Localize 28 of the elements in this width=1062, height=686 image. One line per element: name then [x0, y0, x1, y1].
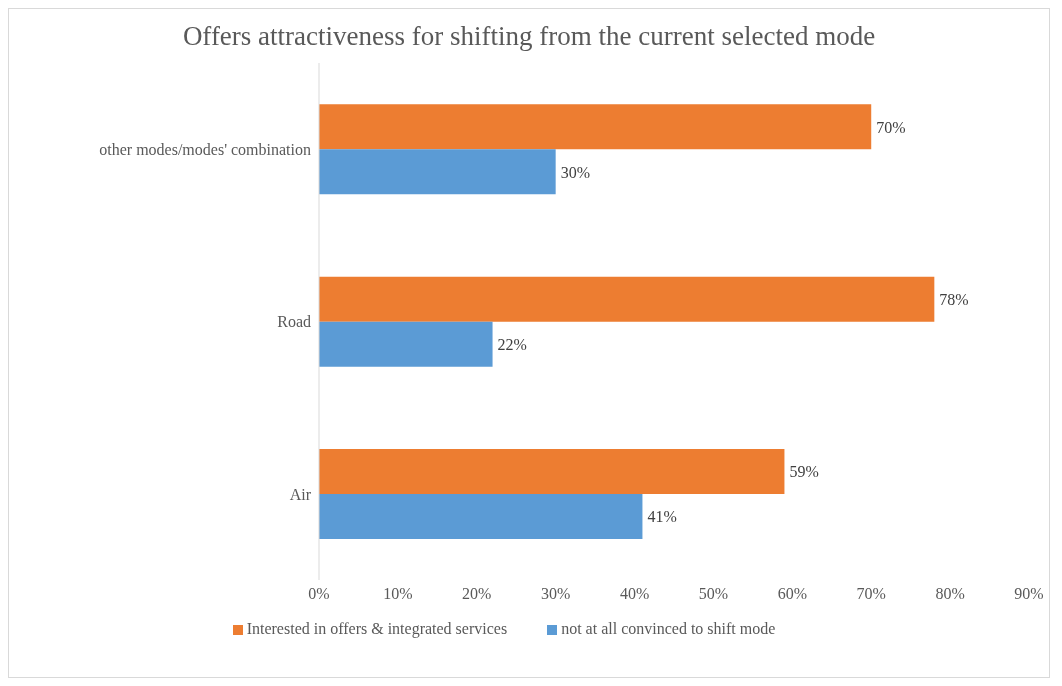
data-label: 59%	[789, 463, 819, 481]
chart-title: Offers attractiveness for shifting from the current selected mode	[181, 20, 877, 53]
x-tick-label: 50%	[698, 585, 729, 603]
y-tick-label: Air	[289, 485, 312, 503]
y-tick-label: Road	[277, 313, 311, 331]
x-tick-label: 90%	[1014, 585, 1044, 603]
bar	[319, 494, 643, 540]
x-tick-label: 70%	[856, 585, 886, 603]
data-label: 22%	[497, 335, 527, 353]
legend-label: not at all convinced to shift mode	[561, 620, 776, 637]
x-tick-label: 80%	[935, 585, 965, 603]
x-tick-label: 40%	[619, 585, 650, 603]
x-tick-label: 20%	[462, 585, 492, 603]
data-label: 78%	[939, 290, 969, 308]
x-tick-label: 60%	[777, 585, 807, 603]
x-tick-label: 0%	[308, 585, 330, 603]
x-tick-label: 10%	[383, 585, 413, 603]
y-tick-label: other modes/modes' combination	[99, 140, 311, 158]
bar	[319, 104, 872, 150]
bar	[319, 149, 556, 195]
bar	[319, 321, 493, 367]
data-label: 30%	[560, 163, 590, 181]
bar	[319, 276, 935, 322]
data-label: 70%	[876, 118, 906, 136]
legend-label: Interested in offers & integrated services	[246, 620, 508, 637]
data-label: 41%	[647, 508, 677, 526]
x-tick-label: 30%	[541, 585, 571, 603]
bar	[319, 449, 785, 495]
